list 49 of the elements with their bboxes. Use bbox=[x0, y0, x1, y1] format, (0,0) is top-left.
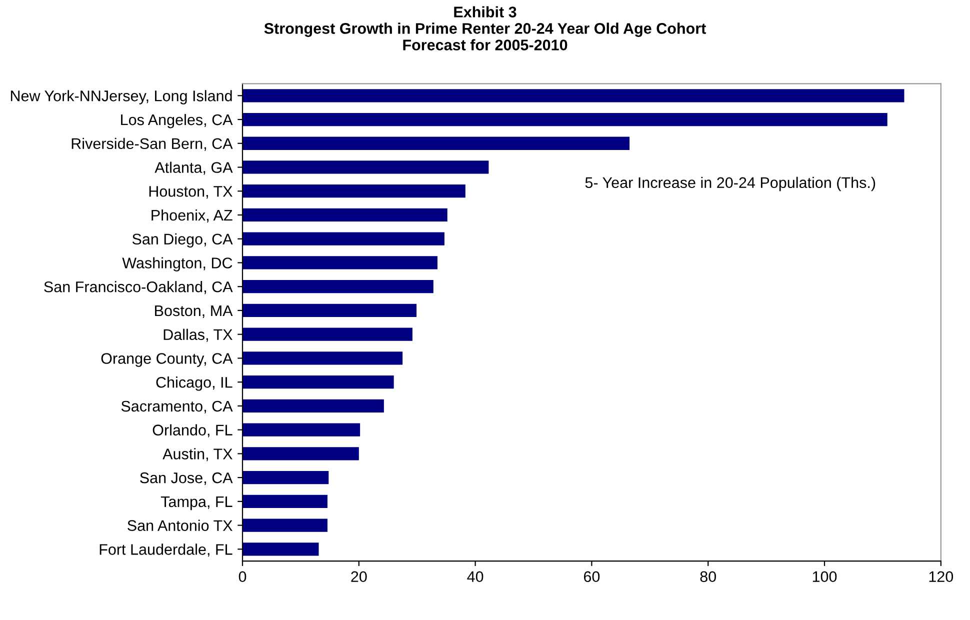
bar bbox=[242, 208, 448, 222]
y-tick-label: Sacramento, CA bbox=[121, 400, 233, 414]
bar bbox=[242, 232, 444, 246]
y-tick-label: San Antonio TX bbox=[128, 520, 232, 531]
y-tick-label: Dallas, TX bbox=[164, 328, 232, 342]
y-tick-label: Austin, TX bbox=[162, 448, 232, 462]
y-tick-label: Boston, MA bbox=[155, 305, 233, 318]
chart-title: Exhibit 3 Strongest Growth in Prime Renter 20-24 Year Old Age Cohort Forecast for 2005-2010 bbox=[264, 6, 706, 50]
y-tick-label: Washington, DC bbox=[122, 257, 232, 272]
bar bbox=[242, 423, 360, 436]
bar bbox=[242, 518, 328, 532]
bar bbox=[242, 256, 438, 270]
x-tick-label: 60 bbox=[584, 571, 600, 582]
bar bbox=[242, 494, 328, 508]
y-tick-label: San Diego, CA bbox=[132, 233, 233, 248]
bar bbox=[242, 280, 434, 294]
x-tick-label: 20 bbox=[351, 571, 367, 582]
annotation: 5- Year Increase in 20-24 Population (Ths.) bbox=[585, 176, 876, 192]
x-tick-label: 100 bbox=[812, 571, 837, 582]
y-tick-label: Orlando, FL bbox=[152, 424, 232, 438]
y-tick-label: Tampa, FL bbox=[160, 496, 232, 510]
bar bbox=[242, 112, 888, 126]
y-tick-label: Los Angeles, CA bbox=[121, 114, 233, 128]
bar bbox=[242, 399, 384, 413]
y-tick-label: Phoenix, AZ bbox=[152, 209, 232, 222]
y-tick-label: Orange County, CA bbox=[101, 353, 233, 367]
y-tick-label: Houston, TX bbox=[149, 186, 232, 199]
bar bbox=[242, 470, 329, 484]
bar bbox=[242, 352, 403, 365]
y-tick-label: San Francisco-Oakland, CA bbox=[44, 281, 233, 294]
bar bbox=[242, 136, 630, 150]
bar bbox=[242, 542, 319, 556]
bar bbox=[242, 376, 394, 389]
y-tick-label: Riverside-San Bern, CA bbox=[72, 138, 233, 151]
bar bbox=[242, 184, 466, 198]
y-tick-label: New York-NNJersey, Long Island bbox=[10, 90, 232, 104]
bar bbox=[242, 328, 412, 341]
x-tick-label: 0 bbox=[238, 571, 246, 582]
bar bbox=[242, 304, 417, 318]
bar bbox=[242, 89, 904, 102]
y-tick-label: Chicago, IL bbox=[156, 376, 232, 391]
x-tick-label: 120 bbox=[929, 571, 954, 582]
y-tick-label: Atlanta, GA bbox=[154, 162, 233, 175]
bar bbox=[242, 160, 489, 174]
x-tick-label: 80 bbox=[700, 571, 716, 582]
x-tick-label: 40 bbox=[467, 571, 484, 582]
y-tick-label: San Jose, CA bbox=[140, 472, 233, 486]
y-tick-label: Fort Lauderdale, FL bbox=[100, 544, 232, 557]
bar bbox=[242, 447, 359, 460]
